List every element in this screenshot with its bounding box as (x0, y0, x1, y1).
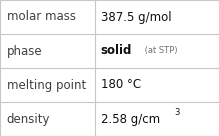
Text: molar mass: molar mass (7, 10, 76, 24)
Text: solid: solid (101, 44, 132, 58)
Text: 3: 3 (174, 108, 180, 117)
Text: 180 °C: 180 °C (101, 78, 141, 92)
Text: melting point: melting point (7, 78, 86, 92)
Text: density: density (7, 112, 50, 126)
Text: phase: phase (7, 44, 42, 58)
Text: (at STP): (at STP) (142, 47, 178, 55)
Text: 2.58 g/cm: 2.58 g/cm (101, 112, 160, 126)
Text: 387.5 g/mol: 387.5 g/mol (101, 10, 171, 24)
